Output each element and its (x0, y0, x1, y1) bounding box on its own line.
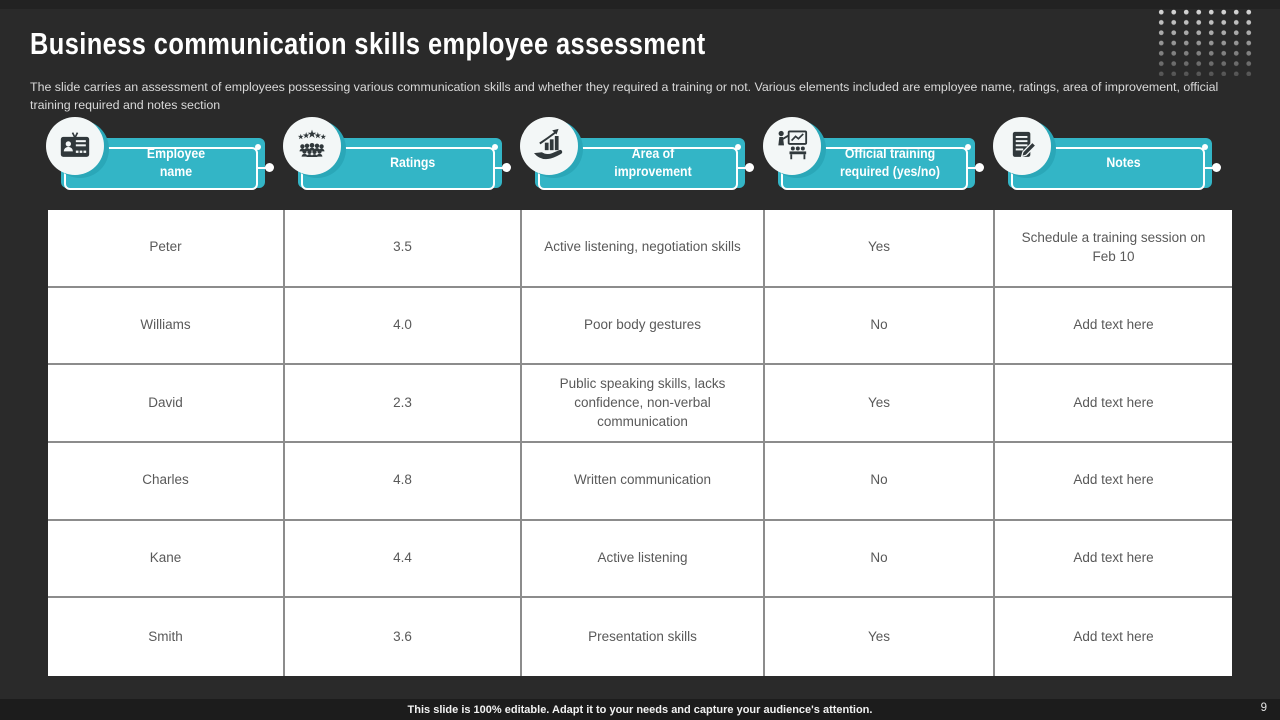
table-cell: Active listening (522, 520, 765, 599)
connector-line (738, 166, 747, 169)
table-cell: 3.6 (285, 598, 522, 676)
header-label: Employee name (146, 145, 206, 179)
top-strip-decoration (0, 0, 1280, 9)
assessment-table: Peter 3.5 Active listening, negotiation sk… (48, 210, 1232, 676)
connector-line (1205, 166, 1214, 169)
table-cell: Yes (765, 365, 995, 443)
table-cell: Williams (48, 287, 285, 366)
table-cell: Add text here (995, 287, 1232, 366)
connector-dot (735, 144, 741, 150)
table-cell: 4.8 (285, 442, 522, 521)
header-label: Area of improvement (614, 145, 692, 179)
connector-dot (745, 163, 754, 172)
table-cell: Yes (765, 598, 995, 676)
presentation-icon (778, 130, 808, 160)
header-label: Ratings (390, 154, 436, 171)
dots-decoration (1153, 5, 1253, 76)
header-icon-circle (46, 117, 104, 175)
table-cell: David (48, 365, 285, 443)
column-header-area-of-improvement: Area of improvement (520, 115, 765, 197)
growth-hand-icon (534, 128, 563, 160)
table-cell: No (765, 442, 995, 521)
connector-dot (965, 144, 971, 150)
notes-icon (1012, 131, 1037, 158)
column-header-employee-name: Employee name (46, 115, 285, 197)
header-icon-circle (763, 117, 821, 175)
header-label: Official training required (yes/no) (839, 145, 940, 179)
connector-line (258, 166, 267, 169)
connector-line (968, 166, 977, 169)
table-cell: Add text here (995, 365, 1232, 443)
connector-dot (1212, 163, 1221, 172)
table-cell: Add text here (995, 442, 1232, 521)
footer-bar: This slide is 100% editable. Adapt it to… (0, 699, 1280, 720)
page-number: 9 (1260, 702, 1267, 714)
connector-line (495, 166, 504, 169)
table-cell: Public speaking skills, lacks confidence… (522, 365, 765, 443)
table-cell: 4.0 (285, 287, 522, 366)
table-cell: Written communication (522, 442, 765, 521)
page-title: Business communication skills employee a… (30, 26, 706, 61)
table-cell: 3.5 (285, 210, 522, 288)
table-cell: Poor body gestures (522, 287, 765, 366)
column-header-notes: Notes (993, 115, 1232, 197)
table-cell: Active listening, negotiation skills (522, 210, 765, 288)
header-label: Notes (1105, 154, 1141, 171)
column-header-official-training-required-yes-no: Official training required (yes/no) (763, 115, 995, 197)
table-cell: Add text here (995, 520, 1232, 599)
header-icon-circle (283, 117, 341, 175)
table-cell: Add text here (995, 598, 1232, 676)
footer-note: This slide is 100% editable. Adapt it to… (407, 703, 873, 716)
header-icon-circle (520, 117, 578, 175)
table-cell: Yes (765, 210, 995, 288)
slide-description: The slide carries an assessment of emplo… (30, 80, 1219, 112)
connector-dot (502, 163, 511, 172)
connector-dot (255, 144, 261, 150)
table-cell: Kane (48, 520, 285, 599)
table-cell: Charles (48, 442, 285, 521)
rating-stars-icon (297, 129, 327, 157)
table-cell: 4.4 (285, 520, 522, 599)
table-cell: 2.3 (285, 365, 522, 443)
id-card-icon (60, 132, 90, 157)
connector-dot (265, 163, 274, 172)
connector-dot (492, 144, 498, 150)
table-cell: No (765, 520, 995, 599)
table-cell: No (765, 287, 995, 366)
table-cell: Smith (48, 598, 285, 676)
table-cell: Peter (48, 210, 285, 288)
connector-dot (1202, 144, 1208, 150)
connector-dot (975, 163, 984, 172)
table-cell: Schedule a training session on Feb 10 (995, 210, 1232, 288)
header-icon-circle (993, 117, 1051, 175)
table-cell: Presentation skills (522, 598, 765, 676)
column-header-ratings: Ratings (283, 115, 522, 197)
